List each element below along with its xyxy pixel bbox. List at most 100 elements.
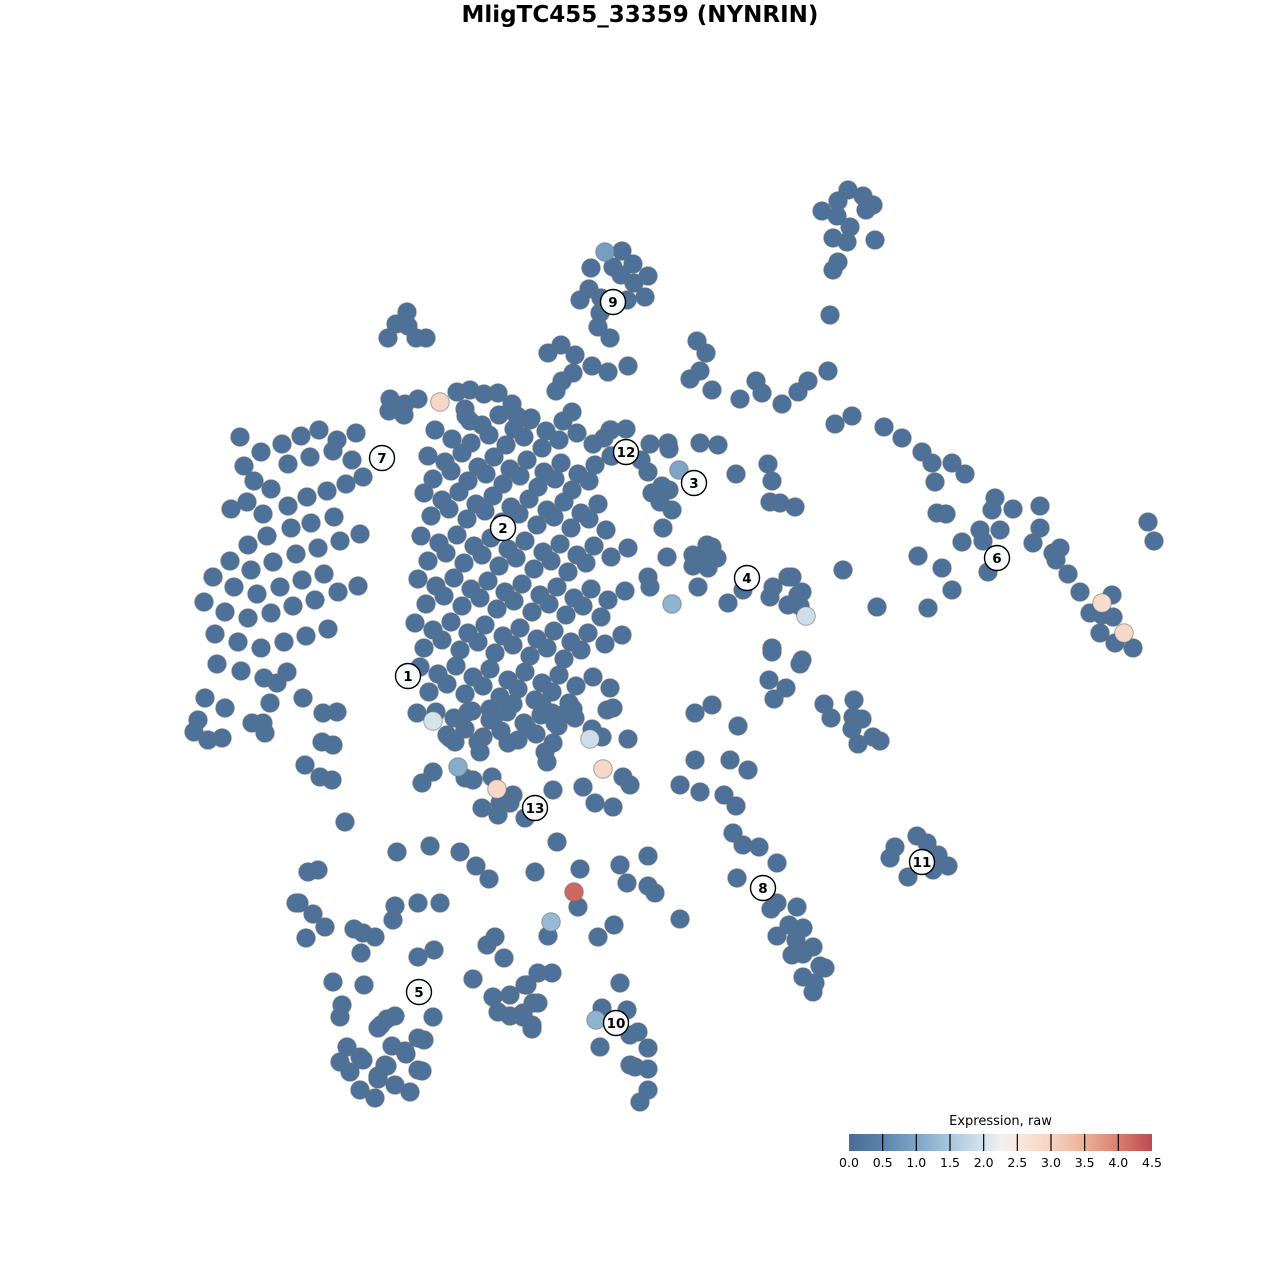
data-point [419, 682, 439, 702]
legend-tick-label: 2.0 [974, 1155, 994, 1170]
data-point [478, 571, 498, 591]
data-point [274, 632, 294, 652]
data-point [423, 469, 443, 489]
data-point [554, 492, 574, 512]
data-point [583, 434, 603, 454]
data-point [546, 381, 566, 401]
data-point [283, 596, 303, 616]
data-point [1138, 512, 1158, 532]
data-point [300, 447, 320, 467]
data-point [436, 543, 456, 563]
data-point [423, 1007, 443, 1027]
data-point [510, 466, 530, 486]
data-point [638, 846, 658, 866]
data-point [498, 733, 518, 753]
data-point [297, 487, 317, 507]
data-point [628, 1022, 648, 1042]
data-point [517, 975, 537, 995]
data-point [263, 552, 283, 572]
data-point [281, 518, 301, 538]
data-point [758, 454, 778, 474]
data-point [351, 943, 371, 963]
data-point [688, 577, 708, 597]
data-point [583, 667, 603, 687]
data-point [718, 593, 738, 613]
data-point [416, 594, 436, 614]
data-point [549, 430, 569, 450]
data-point [278, 454, 298, 474]
data-point [441, 461, 461, 481]
data-point [570, 859, 590, 879]
data-point [295, 755, 315, 775]
data-point [463, 969, 483, 989]
data-point [1070, 582, 1090, 602]
data-point [761, 899, 781, 919]
data-point [470, 588, 490, 608]
data-point [1046, 550, 1066, 570]
data-point [430, 893, 450, 913]
data-point [439, 499, 459, 519]
data-point [844, 690, 864, 710]
svg-text:13: 13 [526, 801, 545, 817]
data-point [296, 928, 316, 948]
data-point [195, 688, 215, 708]
data-point [483, 486, 503, 506]
data-point [820, 305, 840, 325]
data-point [353, 1050, 373, 1070]
data-point [880, 848, 900, 868]
data-point [579, 471, 599, 491]
data-point [253, 504, 273, 524]
data-point [251, 442, 271, 462]
data-point [545, 469, 565, 489]
data-point [308, 860, 328, 880]
data-point [234, 456, 254, 476]
data-point [267, 673, 287, 693]
data-point [640, 577, 660, 597]
data-point [973, 531, 993, 551]
data-point [425, 420, 445, 440]
data-point [323, 441, 343, 461]
legend-tick-label: 3.0 [1041, 1155, 1061, 1170]
data-point [936, 504, 956, 524]
data-point [815, 958, 835, 978]
data-point [738, 760, 758, 780]
data-point [230, 427, 250, 447]
data-point [652, 476, 672, 496]
data-point [470, 742, 490, 762]
data-point [821, 708, 841, 728]
data-point [224, 577, 244, 597]
data-point [241, 560, 261, 580]
data-point [653, 518, 673, 538]
data-point [489, 405, 509, 425]
data-point [231, 661, 251, 681]
data-point [468, 632, 488, 652]
data-point [547, 832, 567, 852]
data-point [479, 425, 499, 445]
data-point [537, 752, 557, 772]
data-point [938, 856, 958, 876]
data-point [624, 273, 644, 293]
data-point [228, 632, 248, 652]
svg-text:6: 6 [992, 551, 1001, 567]
data-point [590, 1037, 610, 1057]
expression-data-point [1114, 623, 1134, 643]
data-point [405, 613, 425, 633]
data-point [955, 464, 975, 484]
legend-tick-label: 0.0 [839, 1155, 859, 1170]
data-point [837, 232, 857, 252]
data-point [221, 499, 241, 519]
data-point [514, 427, 534, 447]
data-point [479, 869, 499, 889]
data-point [1144, 531, 1164, 551]
data-point [412, 773, 432, 793]
data-point [570, 290, 590, 310]
data-point [432, 630, 452, 650]
data-point [762, 471, 782, 491]
data-point [942, 453, 962, 473]
data-point [289, 893, 309, 913]
data-point [527, 515, 547, 535]
data-point [728, 716, 748, 736]
data-point [487, 599, 507, 619]
svg-text:12: 12 [617, 445, 636, 461]
